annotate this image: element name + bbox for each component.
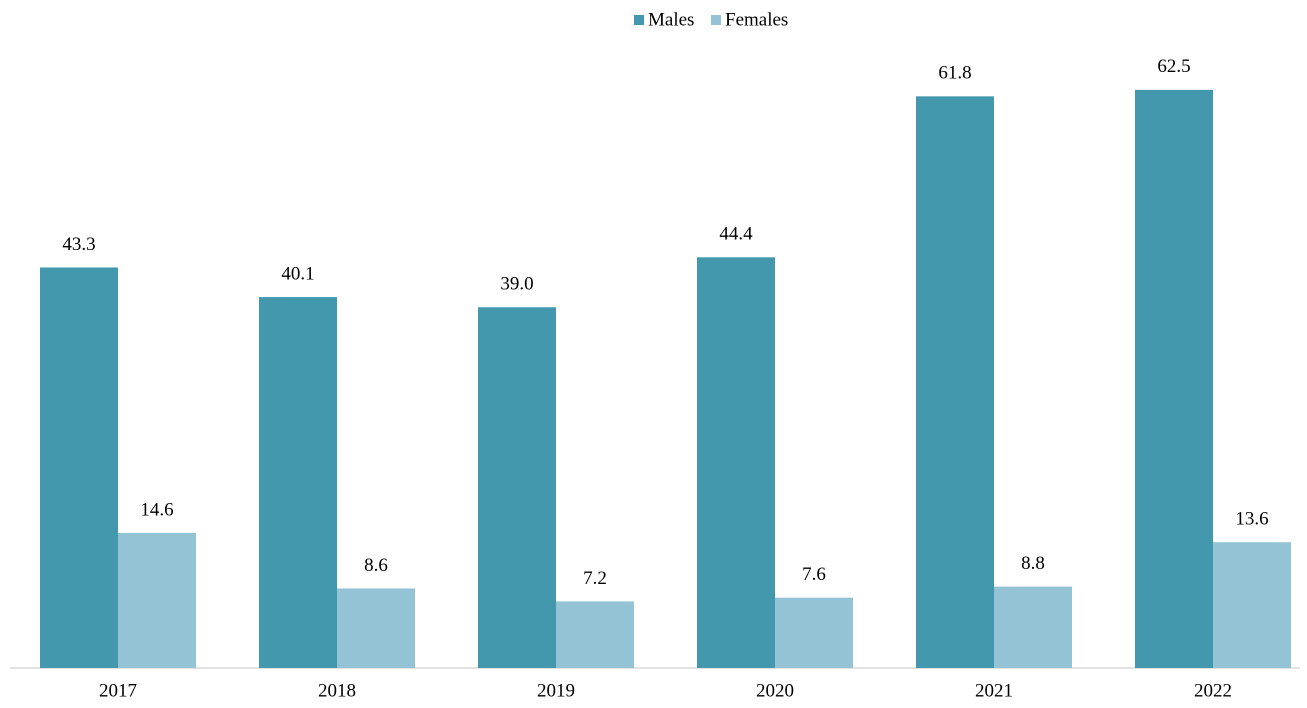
data-label: 62.5 xyxy=(1157,56,1190,77)
x-tick-label: 2018 xyxy=(318,680,356,701)
bar xyxy=(556,601,634,668)
bar xyxy=(337,588,415,668)
x-tick-label: 2017 xyxy=(99,680,137,701)
data-label: 39.0 xyxy=(500,274,533,295)
legend-swatch xyxy=(634,15,644,25)
bar xyxy=(916,96,994,669)
bar xyxy=(1213,542,1291,668)
bar xyxy=(994,586,1072,668)
data-label: 14.6 xyxy=(140,499,173,520)
bar xyxy=(40,267,118,668)
legend-label: Males xyxy=(648,9,694,30)
data-label: 7.6 xyxy=(802,564,826,585)
legend-swatch xyxy=(711,15,721,25)
bar xyxy=(259,297,337,668)
data-label: 13.6 xyxy=(1235,509,1268,530)
bar xyxy=(697,257,775,668)
x-tick-label: 2019 xyxy=(537,680,575,701)
data-label: 7.2 xyxy=(583,568,607,589)
data-label: 43.3 xyxy=(62,234,95,255)
legend-label: Females xyxy=(725,9,788,30)
x-tick-label: 2022 xyxy=(1194,680,1232,701)
bar xyxy=(1135,89,1213,668)
bar xyxy=(478,307,556,668)
bar xyxy=(775,597,853,668)
data-label: 40.1 xyxy=(281,263,314,284)
x-tick-label: 2020 xyxy=(756,680,794,701)
x-tick-label: 2021 xyxy=(975,680,1013,701)
data-label: 44.4 xyxy=(719,224,753,245)
data-label: 61.8 xyxy=(938,63,971,84)
data-label: 8.8 xyxy=(1021,553,1045,574)
bar xyxy=(118,532,196,668)
data-label: 8.6 xyxy=(364,555,388,576)
